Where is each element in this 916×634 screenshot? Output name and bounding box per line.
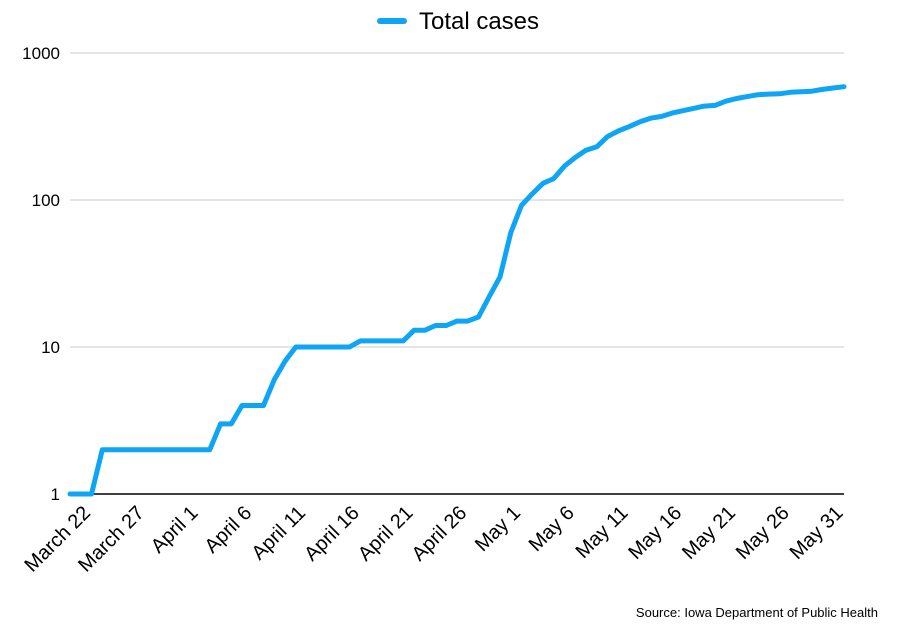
legend-swatch [376,17,407,24]
xtick-label: April 1 [147,502,203,558]
xtick-label: May 31 [786,502,848,564]
xtick-label: April 26 [408,502,472,566]
xtick-label: May 1 [471,502,525,556]
xtick-label: May 16 [624,502,686,564]
source-note: Source: Iowa Department of Public Health [635,605,878,620]
xtick-label: May 21 [678,502,740,564]
series-line-total-cases [67,84,847,497]
xtick-label: April 11 [248,502,310,564]
xtick-label: May 6 [525,502,579,556]
ytick-label-10: 10 [41,338,60,357]
ytick-label-1000: 1000 [22,44,60,63]
xtick-label: May 26 [732,502,794,564]
ytick-label-1: 1 [51,485,60,504]
chart-legend: Total cases [0,8,916,36]
xtick-label: April 21 [354,502,418,566]
ytick-label-100: 100 [32,191,60,210]
xtick-label: May 11 [572,502,633,563]
xtick-label: April 16 [300,502,364,566]
legend-label: Total cases [418,8,540,35]
